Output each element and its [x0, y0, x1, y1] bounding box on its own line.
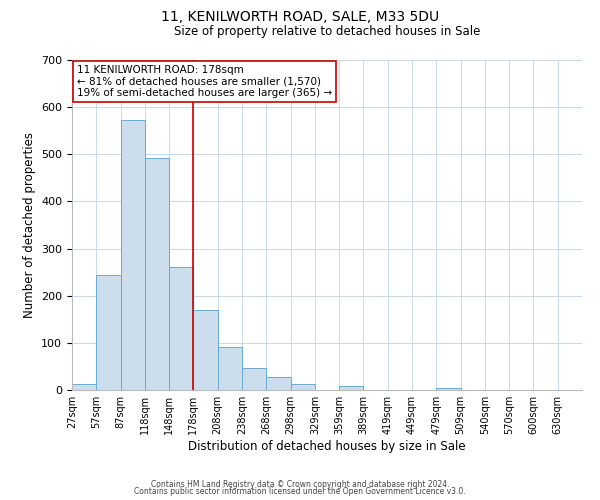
- Bar: [169, 268, 193, 390]
- X-axis label: Distribution of detached houses by size in Sale: Distribution of detached houses by size …: [188, 440, 466, 453]
- Bar: [96, 274, 121, 390]
- Bar: [218, 347, 242, 390]
- Bar: [242, 368, 266, 390]
- Text: 11 KENILWORTH ROAD: 178sqm
← 81% of detached houses are smaller (1,570)
19% of s: 11 KENILWORTH ROAD: 178sqm ← 81% of deta…: [77, 65, 332, 98]
- Bar: [266, 378, 290, 390]
- Text: Contains public sector information licensed under the Open Government Licence v3: Contains public sector information licen…: [134, 487, 466, 496]
- Title: Size of property relative to detached houses in Sale: Size of property relative to detached ho…: [174, 25, 480, 38]
- Bar: [436, 388, 461, 390]
- Y-axis label: Number of detached properties: Number of detached properties: [23, 132, 35, 318]
- Bar: [290, 384, 315, 390]
- Bar: [72, 384, 96, 390]
- Bar: [339, 386, 364, 390]
- Text: Contains HM Land Registry data © Crown copyright and database right 2024.: Contains HM Land Registry data © Crown c…: [151, 480, 449, 489]
- Bar: [193, 310, 218, 390]
- Bar: [145, 158, 169, 390]
- Bar: [121, 120, 145, 390]
- Text: 11, KENILWORTH ROAD, SALE, M33 5DU: 11, KENILWORTH ROAD, SALE, M33 5DU: [161, 10, 439, 24]
